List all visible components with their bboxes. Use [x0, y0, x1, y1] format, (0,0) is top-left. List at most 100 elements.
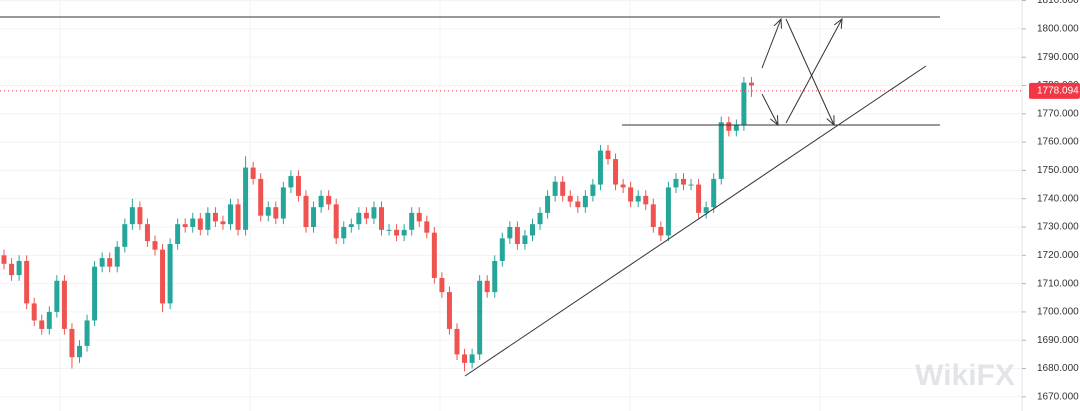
candle-body	[295, 176, 301, 196]
candle-body	[582, 195, 588, 208]
watermark: WikiFX	[915, 359, 1015, 392]
y-tick-label: 1720.000	[1037, 250, 1079, 261]
candle-body	[114, 246, 120, 267]
candle-body	[243, 167, 249, 230]
y-tick-label: 1700.000	[1037, 307, 1079, 318]
candle-body	[99, 258, 105, 267]
candle-body	[462, 354, 468, 363]
candle-body	[84, 320, 90, 346]
candle-body	[469, 354, 475, 363]
candle-body	[673, 178, 679, 188]
candle-body	[129, 207, 135, 225]
candle-body	[552, 181, 558, 196]
last-price-box	[1029, 82, 1080, 99]
candle-body	[484, 280, 490, 293]
candle-body	[379, 207, 384, 230]
candle-body	[537, 212, 543, 225]
grid	[0, 0, 1022, 411]
arrow	[761, 93, 778, 125]
candle-body	[24, 260, 30, 304]
candle-body	[92, 266, 98, 321]
candle-body	[416, 212, 422, 222]
candle-body	[499, 238, 505, 261]
candle-body	[386, 229, 392, 231]
candle-body	[258, 178, 264, 216]
candle-body	[190, 218, 196, 228]
candle-body	[567, 195, 573, 202]
arrow	[761, 19, 781, 69]
candle-body	[46, 311, 52, 329]
drawings	[0, 16, 940, 377]
candle-body	[228, 204, 233, 225]
candle-body	[273, 207, 279, 219]
candle-body	[205, 212, 211, 230]
candle-body	[167, 243, 173, 304]
candle-body	[726, 122, 732, 131]
y-tick-label: 1760.000	[1037, 137, 1079, 148]
last-price-label: 1778.094	[1037, 86, 1079, 97]
candle-body	[371, 207, 377, 219]
candle-body	[424, 221, 430, 233]
candle-body	[77, 345, 82, 358]
candle-body	[605, 150, 611, 160]
candle-body	[31, 303, 37, 321]
y-tick-label: 1790.000	[1037, 52, 1079, 63]
candle-body	[175, 224, 181, 244]
trend-line	[464, 65, 927, 377]
y-tick-label: 1680.000	[1037, 363, 1079, 374]
candles	[0, 76, 1022, 372]
candle-body	[643, 195, 649, 205]
candle-body	[446, 292, 452, 329]
candle-body	[144, 224, 150, 242]
candle-body	[477, 280, 483, 355]
candle-body	[560, 181, 566, 196]
candle-body	[303, 195, 309, 228]
y-tick-label: 1750.000	[1037, 165, 1079, 176]
candle-body	[152, 241, 158, 250]
candle-body	[318, 195, 324, 208]
candle-body	[39, 320, 45, 329]
candle-body	[492, 260, 498, 293]
candle-body	[733, 125, 739, 131]
candle-body	[439, 277, 445, 293]
candle-body	[409, 212, 415, 230]
y-tick-label: 1810.000	[1037, 0, 1079, 6]
candle-body	[620, 184, 626, 188]
candle-body	[711, 178, 717, 208]
candle-body	[356, 212, 362, 225]
candle-body	[688, 184, 694, 186]
y-tick-label: 1670.000	[1037, 391, 1079, 402]
candle-body	[658, 227, 664, 236]
candle-body	[69, 328, 75, 358]
candle-body	[212, 212, 218, 222]
candle-body	[454, 328, 460, 355]
candle-body	[107, 258, 113, 267]
candle-body	[545, 195, 551, 213]
candle-body	[681, 178, 686, 185]
candle-body	[288, 176, 294, 188]
candle-body	[431, 232, 437, 278]
candle-body	[703, 207, 709, 213]
candle-body	[16, 260, 22, 276]
candle-body	[635, 195, 641, 202]
candle-body	[326, 195, 332, 205]
candle-body	[363, 212, 369, 219]
candle-body	[748, 82, 754, 86]
candle-body	[597, 150, 603, 185]
candle-body	[250, 167, 256, 179]
candle-body	[575, 201, 581, 208]
candle-body	[394, 229, 400, 236]
candle-body	[650, 204, 656, 228]
arrow	[785, 19, 842, 124]
candle-body	[665, 187, 671, 236]
candle-body	[54, 280, 60, 312]
candle-body	[522, 235, 528, 244]
candle-body	[122, 224, 128, 247]
candle-body	[514, 227, 520, 244]
candle-body	[613, 159, 619, 185]
candle-body	[530, 224, 535, 236]
candle-body	[628, 187, 634, 202]
candle-body	[590, 184, 596, 196]
y-tick-label: 1770.000	[1037, 108, 1079, 119]
